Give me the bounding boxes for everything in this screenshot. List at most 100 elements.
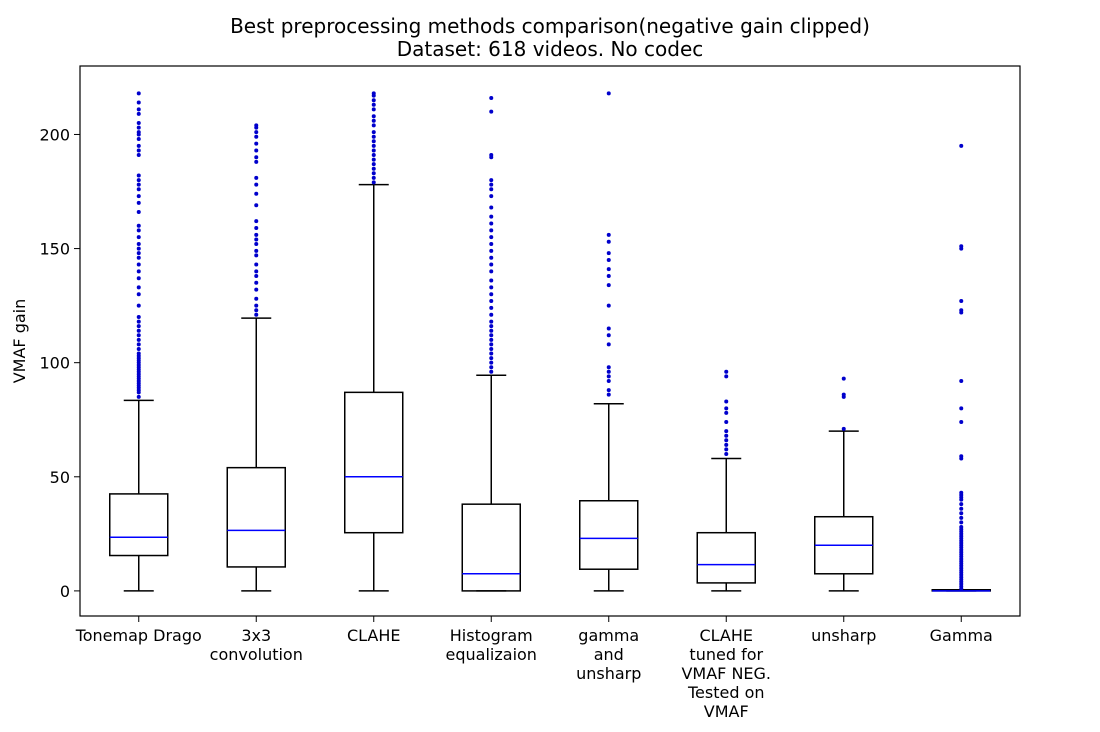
- outlier-point: [371, 123, 376, 128]
- outlier-point: [489, 95, 494, 100]
- outlier-point: [254, 308, 259, 313]
- outlier-point: [606, 251, 611, 256]
- outlier-point: [136, 235, 141, 240]
- outlier-point: [489, 365, 494, 370]
- outlier-point: [136, 242, 141, 247]
- outlier-point: [489, 262, 494, 267]
- iqr-box: [461, 503, 521, 592]
- outlier-point: [724, 433, 729, 438]
- outlier-point: [489, 292, 494, 297]
- outlier-point: [489, 187, 494, 192]
- y-tick-label: 0: [60, 582, 70, 601]
- outlier-point: [489, 285, 494, 290]
- outlier-point: [254, 175, 259, 180]
- plot-frame: [79, 65, 1021, 617]
- outlier-point: [371, 98, 376, 103]
- x-tick-label-line: Histogram: [450, 626, 533, 645]
- outlier-point: [606, 388, 611, 393]
- outlier-point: [959, 506, 964, 511]
- y-axis-label: VMAF gain: [10, 299, 29, 384]
- outlier-point: [606, 257, 611, 262]
- outlier-point: [371, 91, 376, 96]
- outlier-point: [254, 123, 259, 128]
- outlier-point: [136, 337, 141, 342]
- outlier-point: [841, 376, 846, 381]
- outlier-point: [136, 148, 141, 153]
- outlier-point: [371, 153, 376, 158]
- outlier-point: [606, 333, 611, 338]
- outlier-point: [606, 378, 611, 383]
- outlier-point: [489, 235, 494, 240]
- outlier-point: [724, 447, 729, 452]
- x-tick-label-line: VMAF: [704, 702, 749, 721]
- outlier-point: [724, 451, 729, 456]
- x-tick-label-line: equalizaion: [446, 645, 537, 664]
- outlier-point: [959, 143, 964, 148]
- outlier-point: [724, 410, 729, 415]
- outlier-point: [254, 148, 259, 153]
- x-tick-label: 3x3 convolution: [210, 626, 303, 664]
- outlier-point: [136, 269, 141, 274]
- outlier-point: [254, 287, 259, 292]
- outlier-point: [371, 148, 376, 153]
- outlier-point: [254, 134, 259, 139]
- outlier-point: [254, 296, 259, 301]
- x-tick-label: Tonemap Drago: [75, 626, 202, 645]
- outlier-point: [489, 360, 494, 365]
- outlier-point: [136, 91, 141, 96]
- iqr-box: [696, 531, 756, 584]
- outlier-point: [371, 157, 376, 162]
- y-tick-label: 100: [39, 354, 70, 373]
- outlier-point: [841, 426, 846, 431]
- outlier-point: [959, 406, 964, 411]
- outlier-point: [959, 454, 964, 459]
- iqr-box: [344, 391, 404, 534]
- outlier-point: [959, 244, 964, 249]
- x-tick-label: gamma and unsharp: [576, 626, 641, 683]
- outlier-point: [254, 242, 259, 247]
- outlier-point: [136, 100, 141, 105]
- box-group: [696, 369, 756, 592]
- outlier-point: [371, 118, 376, 123]
- outlier-point: [489, 299, 494, 304]
- outlier-point: [254, 303, 259, 308]
- outlier-point: [371, 180, 376, 185]
- y-tick-label: 200: [39, 125, 70, 144]
- outlier-point: [136, 111, 141, 116]
- outlier-point: [606, 326, 611, 331]
- box-group: [344, 91, 404, 592]
- outlier-point: [606, 374, 611, 379]
- outlier-point: [606, 365, 611, 370]
- x-tick-label-line: CLAHE: [347, 626, 401, 645]
- outlier-point: [136, 143, 141, 148]
- outlier-point: [136, 394, 141, 399]
- x-tick-label-line: VMAF NEG.: [681, 664, 771, 683]
- outlier-point: [136, 324, 141, 329]
- iqr-box: [226, 466, 286, 568]
- outlier-point: [254, 155, 259, 160]
- outlier-point: [489, 319, 494, 324]
- outlier-point: [136, 292, 141, 297]
- outlier-point: [489, 182, 494, 187]
- outlier-point: [136, 346, 141, 351]
- outlier-point: [136, 285, 141, 290]
- outlier-point: [136, 121, 141, 126]
- outlier-point: [136, 342, 141, 347]
- outlier-point: [371, 130, 376, 135]
- outlier-point: [724, 442, 729, 447]
- outlier-point: [606, 392, 611, 397]
- outlier-point: [959, 308, 964, 313]
- outlier-point: [371, 171, 376, 176]
- outlier-point: [724, 369, 729, 374]
- outlier-point: [489, 248, 494, 253]
- outlier-point: [489, 255, 494, 260]
- outlier-point: [606, 273, 611, 278]
- outlier-point: [254, 130, 259, 135]
- outlier-point: [959, 502, 964, 507]
- x-tick-label-line: Tonemap Drago: [75, 626, 202, 645]
- outlier-point: [489, 346, 494, 351]
- outlier-point: [254, 280, 259, 285]
- outlier-point: [724, 420, 729, 425]
- outlier-point: [489, 312, 494, 317]
- outlier-point: [136, 246, 141, 251]
